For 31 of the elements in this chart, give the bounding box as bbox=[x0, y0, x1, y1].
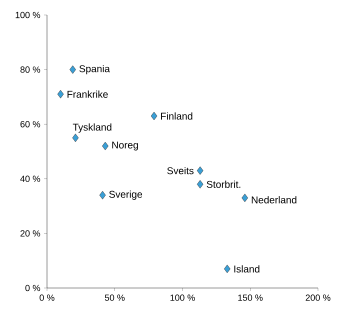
point bbox=[99, 190, 106, 200]
point bbox=[196, 166, 204, 175]
x-tick-label: 200 % bbox=[306, 294, 330, 301]
point bbox=[57, 90, 64, 98]
annotation: Nederland bbox=[252, 196, 296, 204]
annotation: Storbrit. bbox=[206, 180, 240, 188]
annotation: Frankrike bbox=[68, 90, 108, 98]
annotation: Finland bbox=[161, 112, 192, 120]
y-tick-label: 40 % bbox=[20, 176, 40, 182]
point bbox=[242, 194, 248, 202]
y-tick-label: 20 % bbox=[20, 230, 40, 237]
x-tick-label: 100 % bbox=[170, 294, 195, 301]
x-tick-label: 0 % bbox=[40, 294, 54, 301]
point bbox=[102, 142, 109, 150]
point bbox=[150, 112, 158, 120]
annotation: Spania bbox=[79, 64, 110, 74]
point bbox=[72, 134, 79, 142]
annotation: Tyskland bbox=[72, 123, 112, 133]
annotation: Sverige bbox=[109, 190, 142, 200]
point bbox=[196, 180, 204, 189]
y-tick-label: 80 % bbox=[20, 66, 40, 73]
y-tick-label: 0 % bbox=[25, 284, 40, 292]
x-tick-label: 50 % bbox=[104, 294, 125, 301]
annotation: Noreg bbox=[112, 142, 138, 150]
x-tick-label: 150 % bbox=[238, 294, 263, 301]
y-tick-label: 100 % bbox=[16, 12, 40, 18]
y-tick-label: 60 % bbox=[20, 121, 40, 128]
point bbox=[224, 264, 230, 274]
annotation: Island bbox=[234, 265, 260, 273]
point bbox=[69, 65, 76, 74]
annotation: Sveits bbox=[167, 166, 194, 174]
